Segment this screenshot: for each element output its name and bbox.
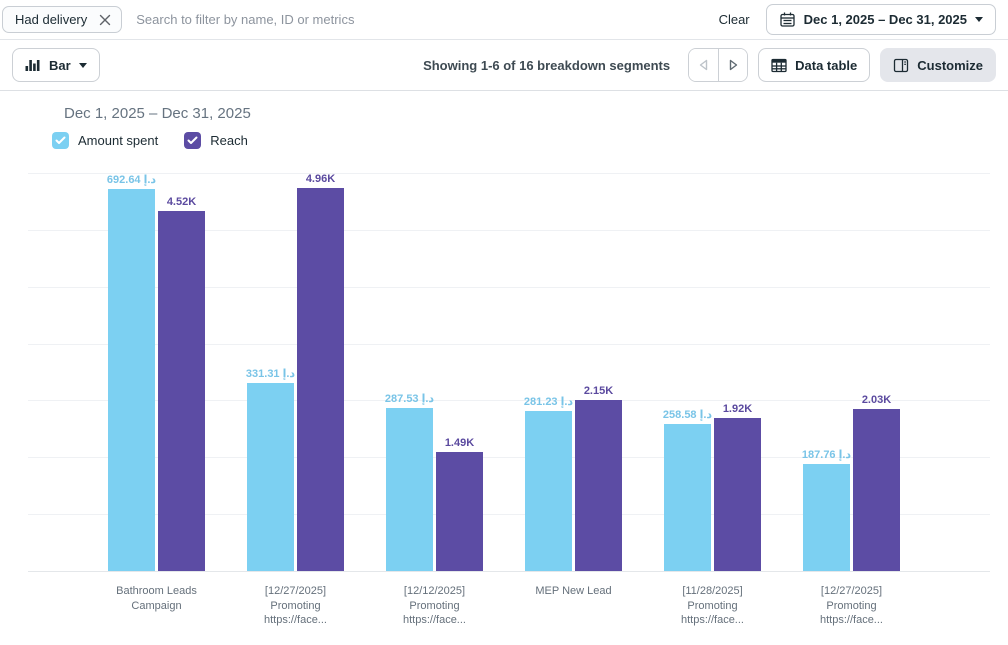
date-range-label: Dec 1, 2025 – Dec 31, 2025: [803, 12, 967, 27]
search-input[interactable]: [122, 12, 711, 27]
chevron-down-icon: [975, 17, 983, 22]
check-icon: [55, 136, 66, 144]
pagination: [688, 48, 749, 82]
bar-column: 331.31 د.إ: [245, 173, 296, 571]
bar-column: 2.15K: [575, 173, 622, 571]
bar-value-label: 2.03K: [861, 394, 892, 407]
chip-close-icon[interactable]: [99, 14, 111, 26]
bar-reach[interactable]: [158, 211, 205, 571]
gridline: [28, 286, 990, 288]
bar-value-label: 1.92K: [722, 403, 753, 416]
filter-chip-had-delivery[interactable]: Had delivery: [2, 6, 123, 33]
bar-reach[interactable]: [853, 409, 900, 571]
bar-group: 281.23 د.إ 2.15K: [523, 173, 622, 571]
filter-chip-label: Had delivery: [15, 12, 88, 27]
bar-chart-icon: [25, 58, 41, 72]
bar-group: 692.64 د.إ 4.52K: [106, 173, 205, 571]
bar-value-label: 331.31 د.إ: [245, 367, 296, 380]
x-axis-label: MEP New Lead: [535, 585, 612, 597]
bar-amount-spent[interactable]: [386, 407, 433, 571]
bar-column: 1.92K: [714, 173, 761, 571]
bar-reach[interactable]: [575, 399, 622, 571]
bar-reach[interactable]: [436, 452, 483, 571]
gridline: [28, 571, 990, 572]
x-axis-label: [12/12/2025] Promoting https://face...: [403, 585, 466, 627]
bar-groups: 692.64 د.إ 4.52K 331.31 د.إ 4.96K 287.53 د.إ…: [28, 173, 990, 571]
bar-column: 187.76 د.إ: [801, 173, 852, 571]
table-icon: [771, 58, 787, 73]
chart-legend: Amount spent Reach: [52, 132, 1008, 149]
bar-column: 692.64 د.إ: [106, 173, 157, 571]
bar-amount-spent[interactable]: [803, 464, 850, 571]
chart-section: Dec 1, 2025 – Dec 31, 2025 Amount spent …: [0, 105, 1008, 628]
left-arrow-icon: [698, 59, 709, 71]
gridline: [28, 457, 990, 459]
gridline: [28, 229, 990, 231]
bar-column: 4.52K: [158, 173, 205, 571]
bar-value-label: 258.58 د.إ: [662, 408, 713, 421]
bar-amount-spent[interactable]: [664, 423, 711, 571]
legend-item-amount-spent[interactable]: Amount spent: [52, 132, 158, 149]
bar-column: 281.23 د.إ: [523, 173, 574, 571]
legend-item-reach[interactable]: Reach: [184, 132, 248, 149]
bar-group: 331.31 د.إ 4.96K: [245, 173, 344, 571]
gridline: [28, 173, 990, 174]
bar-group: 258.58 د.إ 1.92K: [662, 173, 761, 571]
x-axis-label: Bathroom Leads Campaign: [116, 585, 197, 612]
gridline: [28, 343, 990, 345]
plot-area: 692.64 د.إ 4.52K 331.31 د.إ 4.96K 287.53 د.إ…: [28, 173, 990, 572]
bar-value-label: 287.53 د.إ: [384, 392, 435, 405]
x-axis-label: [12/27/2025] Promoting https://face...: [264, 585, 327, 627]
next-page-button[interactable]: [718, 49, 748, 81]
showing-segments-text: Showing 1-6 of 16 breakdown segments: [423, 57, 671, 73]
clear-button[interactable]: Clear: [711, 8, 758, 31]
bar-reach[interactable]: [714, 418, 761, 571]
bar-group: 187.76 د.إ 2.03K: [801, 173, 900, 571]
checkbox-amount-spent[interactable]: [52, 132, 69, 149]
legend-label-reach: Reach: [210, 133, 248, 148]
bar-value-label: 1.49K: [444, 437, 475, 450]
bar-reach[interactable]: [297, 188, 344, 571]
customize-button[interactable]: Customize: [880, 48, 996, 82]
chart-toolbar: Bar Showing 1-6 of 16 breakdown segments: [0, 40, 1008, 91]
bar-column: 2.03K: [853, 173, 900, 571]
data-table-label: Data table: [795, 57, 858, 73]
bar-column: 1.49K: [436, 173, 483, 571]
data-table-button[interactable]: Data table: [758, 48, 871, 82]
bar-value-label: 4.52K: [166, 196, 197, 209]
bar-value-label: 4.96K: [305, 173, 336, 185]
check-icon: [187, 136, 198, 144]
date-range-button[interactable]: Dec 1, 2025 – Dec 31, 2025: [765, 4, 996, 35]
bar-value-label: 187.76 د.إ: [801, 449, 852, 462]
prev-page-button[interactable]: [689, 49, 719, 81]
chart-type-caret-icon: [78, 62, 87, 68]
x-axis-label: [11/28/2025] Promoting https://face...: [681, 585, 744, 627]
chart-title: Dec 1, 2025 – Dec 31, 2025: [64, 105, 251, 122]
right-arrow-icon: [728, 59, 739, 71]
customize-label: Customize: [917, 57, 983, 73]
checkbox-reach[interactable]: [184, 132, 202, 149]
chart-type-label: Bar: [49, 57, 71, 73]
bar-column: 287.53 د.إ: [384, 173, 435, 571]
gridline: [28, 400, 990, 402]
bar-column: 258.58 د.إ: [662, 173, 713, 571]
gridline: [28, 514, 990, 516]
legend-label-amount-spent: Amount spent: [78, 133, 159, 148]
bar-amount-spent[interactable]: [247, 382, 294, 571]
bar-amount-spent[interactable]: [525, 411, 572, 571]
calendar-icon: [779, 11, 796, 28]
bar-column: 4.96K: [297, 173, 344, 571]
x-axis-label: [12/27/2025] Promoting https://face...: [820, 585, 883, 627]
bar-value-label: 281.23 د.إ: [523, 396, 574, 409]
customize-panel-icon: [893, 58, 909, 73]
bar-value-label: 2.15K: [583, 384, 614, 397]
bar-amount-spent[interactable]: [108, 189, 155, 571]
bar-group: 287.53 د.إ 1.49K: [384, 173, 483, 571]
chart-type-button[interactable]: Bar: [12, 48, 100, 82]
x-axis-labels: Bathroom Leads Campaign [12/27/2025] Prom…: [28, 584, 990, 628]
bar-value-label: 692.64 د.إ: [106, 174, 157, 186]
filter-bar: Had delivery Clear Dec 1, 2025 – Dec 31,…: [0, 0, 1008, 40]
